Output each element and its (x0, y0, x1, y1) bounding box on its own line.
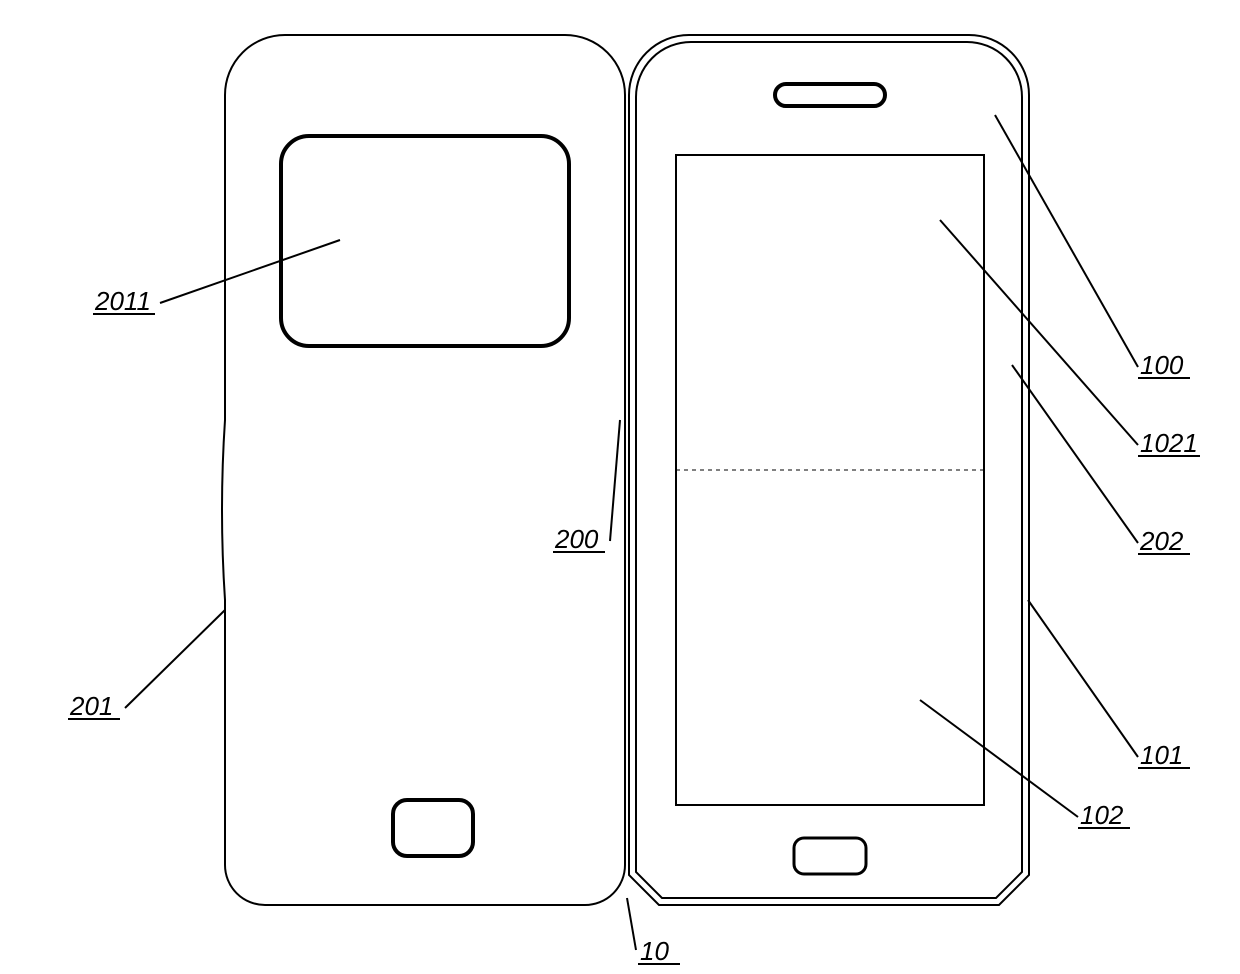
label-100: 100 (1140, 350, 1184, 380)
label-200: 200 (554, 524, 599, 554)
label-202: 202 (1139, 526, 1184, 556)
label-201: 201 (69, 691, 113, 721)
phone-speaker (775, 84, 885, 106)
leader-10 (627, 898, 636, 950)
label-2011: 2011 (94, 286, 151, 316)
leader-101 (1028, 600, 1138, 757)
label-1021: 1021 (1140, 428, 1198, 458)
cover-window (281, 136, 569, 346)
phone-home-button (794, 838, 866, 874)
leader-1021 (940, 220, 1138, 445)
label-10: 10 (640, 936, 669, 966)
label-102: 102 (1080, 800, 1124, 830)
label-101: 101 (1140, 740, 1183, 770)
phone-screen (676, 155, 984, 805)
leader-100 (995, 115, 1138, 367)
leader-202 (1012, 365, 1138, 543)
cover-home-cutout (393, 800, 473, 856)
leader-201 (125, 610, 225, 708)
leader-2011 (160, 240, 340, 303)
leader-102 (920, 700, 1078, 817)
leader-200 (610, 420, 620, 541)
